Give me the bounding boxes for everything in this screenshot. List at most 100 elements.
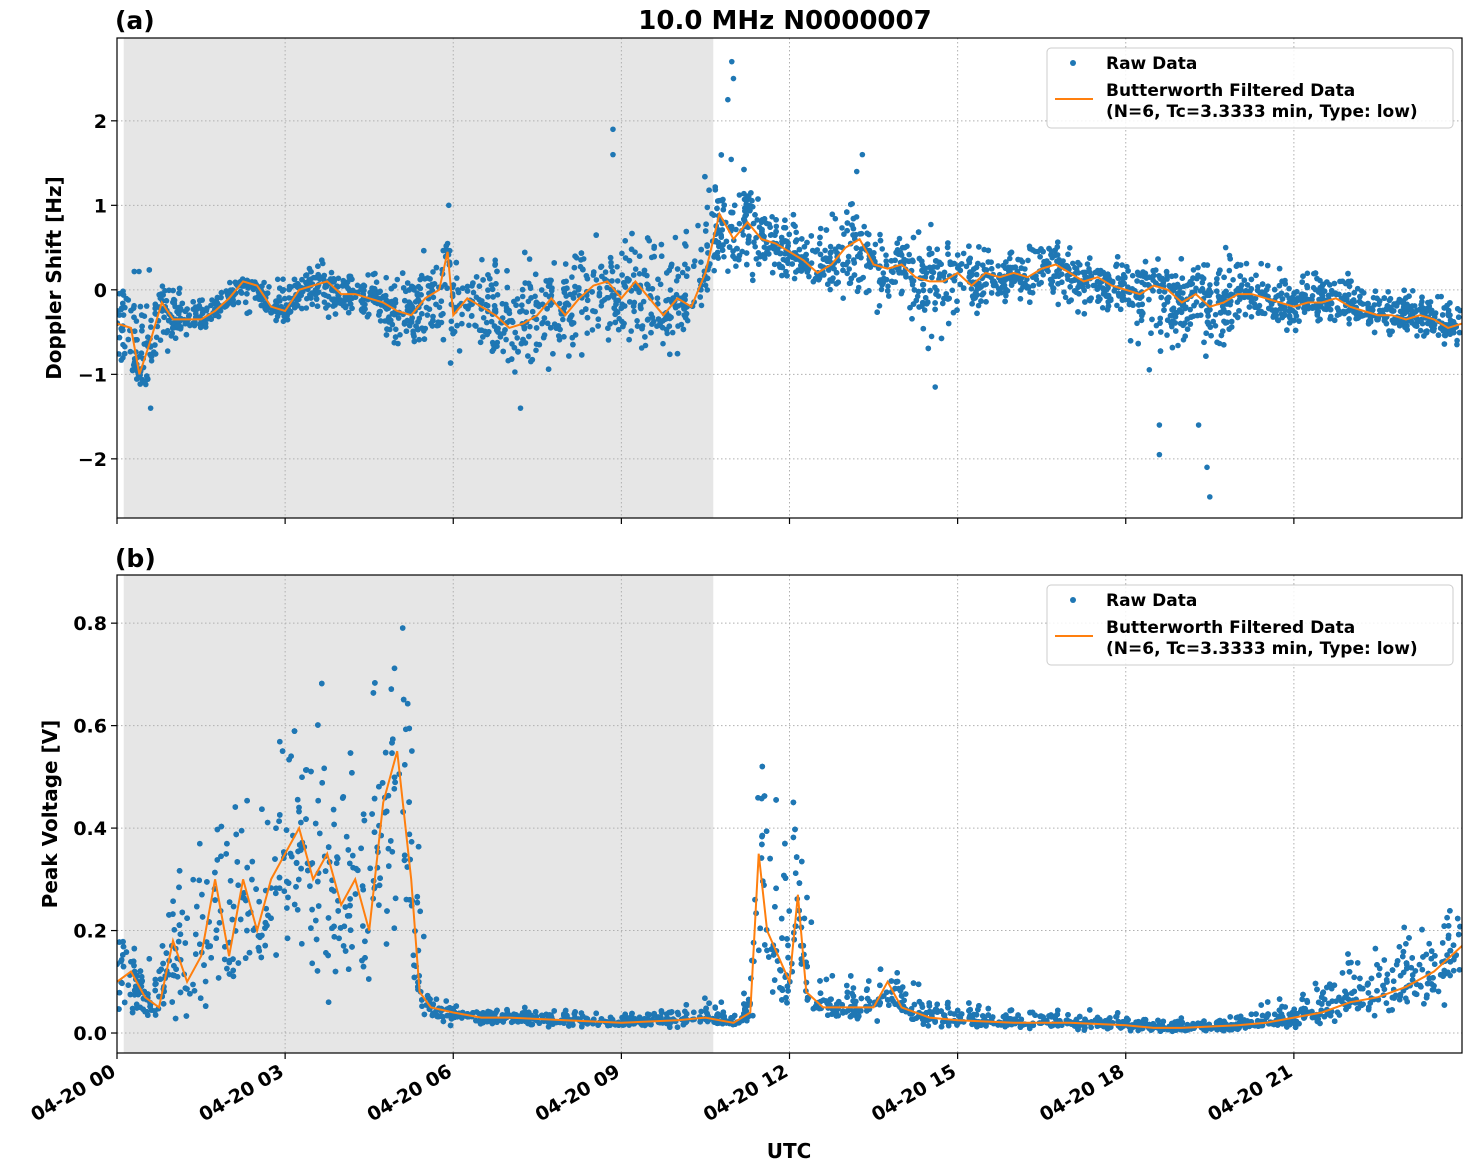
raw-point	[145, 334, 151, 340]
raw-point	[1304, 283, 1310, 289]
raw-point	[288, 284, 294, 290]
raw-point	[1027, 299, 1033, 305]
raw-point	[198, 325, 204, 331]
raw-point	[425, 312, 431, 318]
raw-point	[119, 357, 125, 363]
raw-point	[664, 270, 670, 276]
raw-point	[1082, 311, 1088, 317]
raw-point	[894, 240, 900, 246]
raw-point	[569, 274, 575, 280]
raw-point	[1252, 304, 1258, 310]
raw-point	[360, 300, 366, 306]
raw-point	[309, 302, 315, 308]
raw-point	[1179, 256, 1185, 262]
raw-point	[1067, 284, 1073, 290]
raw-point	[528, 359, 534, 365]
raw-point	[924, 270, 930, 276]
raw-point	[1442, 341, 1448, 347]
raw-point	[843, 262, 849, 268]
raw-point	[1220, 328, 1226, 334]
raw-point	[1170, 345, 1176, 351]
raw-point	[1269, 301, 1275, 307]
raw-point	[1180, 275, 1186, 281]
raw-point	[412, 339, 418, 345]
raw-point	[603, 269, 609, 275]
raw-point	[551, 260, 557, 266]
raw-point	[712, 184, 718, 190]
raw-point	[299, 277, 305, 283]
raw-point	[606, 337, 612, 343]
raw-point	[1177, 285, 1183, 291]
raw-point	[720, 197, 726, 203]
raw-point	[679, 322, 685, 328]
raw-point	[1221, 294, 1227, 300]
raw-point	[954, 307, 960, 313]
raw-point	[745, 240, 751, 246]
raw-point	[727, 244, 733, 250]
raw-point	[1410, 288, 1416, 294]
raw-point	[939, 336, 945, 342]
raw-point	[933, 258, 939, 264]
raw-point	[929, 334, 935, 340]
raw-point	[1149, 317, 1155, 323]
raw-point	[593, 232, 599, 238]
raw-point	[504, 268, 510, 274]
raw-point	[341, 303, 347, 309]
raw-point	[916, 229, 922, 235]
raw-point	[1156, 273, 1162, 279]
raw-point	[1146, 297, 1152, 303]
raw-point	[969, 301, 975, 307]
raw-point	[920, 282, 926, 288]
raw-point	[1055, 239, 1061, 245]
raw-point	[1082, 299, 1088, 305]
raw-point	[172, 301, 178, 307]
raw-point	[504, 305, 510, 311]
raw-point	[779, 239, 785, 245]
raw-point	[1335, 305, 1341, 311]
raw-point	[216, 314, 222, 320]
raw-point	[509, 356, 515, 362]
raw-point	[627, 299, 633, 305]
raw-point	[165, 348, 171, 354]
raw-point	[791, 222, 797, 228]
raw-point	[450, 331, 456, 337]
raw-point	[126, 337, 132, 343]
raw-point	[1451, 330, 1457, 336]
raw-point	[1377, 298, 1383, 304]
raw-point	[568, 314, 574, 320]
raw-point	[1287, 313, 1293, 319]
raw-point	[1391, 308, 1397, 314]
raw-point	[441, 337, 447, 343]
raw-point	[705, 205, 711, 211]
raw-point	[1120, 297, 1126, 303]
raw-point	[676, 310, 682, 316]
raw-point	[1061, 289, 1067, 295]
raw-point	[620, 324, 626, 330]
raw-point	[1208, 333, 1214, 339]
raw-point-outlier	[610, 126, 616, 132]
raw-point	[1258, 261, 1264, 267]
raw-point	[721, 254, 727, 260]
raw-point-outlier	[610, 152, 616, 158]
raw-point	[906, 252, 912, 258]
raw-point	[128, 349, 134, 355]
raw-point	[319, 257, 325, 263]
raw-point	[741, 167, 747, 173]
raw-point	[415, 291, 421, 297]
raw-point	[147, 267, 153, 273]
raw-point	[122, 351, 128, 357]
raw-point	[873, 242, 879, 248]
raw-point	[1201, 340, 1207, 346]
raw-point	[348, 301, 354, 307]
raw-point	[825, 281, 831, 287]
raw-point	[1403, 295, 1409, 301]
raw-point	[610, 293, 616, 299]
raw-point	[668, 287, 674, 293]
raw-point	[438, 312, 444, 318]
raw-point	[1139, 318, 1145, 324]
raw-point	[1001, 278, 1007, 284]
raw-point	[952, 278, 958, 284]
raw-point	[911, 235, 917, 241]
raw-point	[714, 206, 720, 212]
raw-point	[585, 298, 591, 304]
